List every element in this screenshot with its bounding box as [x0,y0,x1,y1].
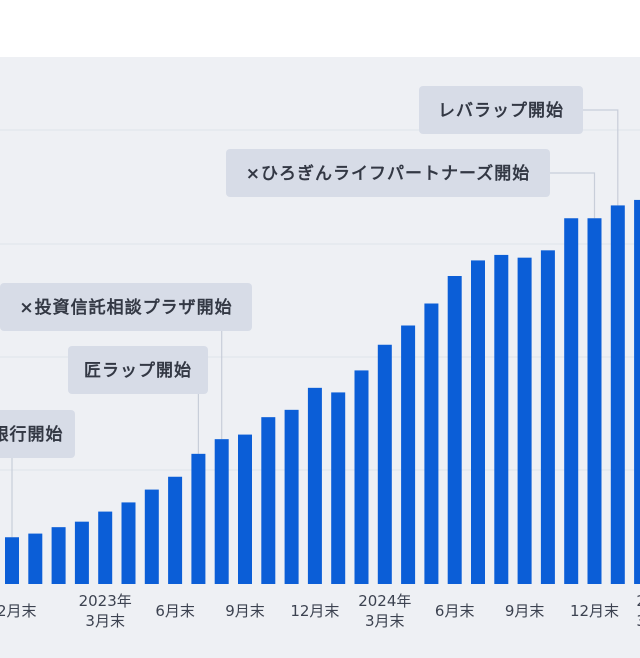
annotation-box [226,149,550,197]
bar [447,276,462,584]
annotation-label: レバラップ開始 [438,100,564,121]
x-tick-label: 2023年 [79,592,132,610]
bar [331,392,346,584]
annotation-box [0,410,75,458]
bar [307,387,322,584]
leader-line [583,109,619,206]
annotation-label: 匠ラップ開始 [84,360,192,381]
bar [494,254,509,584]
bar [564,218,579,584]
bar [144,489,159,584]
x-tick-label: 9月末 [505,602,545,620]
bar [5,537,19,584]
bar [238,434,252,584]
annotation-label: 銀行開始 [0,424,64,445]
bar [377,344,392,584]
x-axis-labels: 12月末 2023年 3月末 6月末 9月末 12月末 2024年 3月末 6月末 9月末 12月末… [0,592,640,630]
x-tick-label: 3月末 [85,612,125,630]
annotation-box [0,283,252,331]
x-tick-label: 9月末 [225,602,265,620]
bar [634,199,640,584]
bar [471,260,485,584]
bar [587,218,602,584]
annotations: レバラップ開始 ×ひろぎんライフパートナーズ開始 ×投資信託相談プラザ開始匠ラップ開… [0,86,583,458]
x-tick-label: 3月末 [365,612,405,630]
bar [74,521,89,584]
bar [191,453,206,584]
bar [28,533,43,584]
x-tick-label: 12月末 [290,602,339,620]
annotation-box [419,86,583,134]
bar [517,257,532,584]
bars [5,199,640,585]
bar [424,303,439,584]
bar [214,439,229,584]
bar [284,409,299,584]
bar [401,325,416,584]
x-tick-label: 2024年 [358,592,411,610]
x-tick-label: 6月末 [435,602,475,620]
annotation-leader-lines [11,109,619,538]
bar [261,417,276,584]
annotation-label: ×ひろぎんライフパートナーズ開始 [246,163,530,184]
annotation-box [68,346,208,394]
annotation-label: ×投資信託相談プラザ開始 [19,297,232,318]
x-tick-label: 6月末 [155,602,195,620]
bar [121,502,136,584]
bar [540,250,555,585]
x-tick-label: 12月末 [570,602,619,620]
bar [610,205,625,584]
bar [98,511,113,584]
bar [168,476,183,584]
x-tick-label: 2 [636,592,640,610]
bar [354,370,369,584]
x-tick-label: 12月末 [0,602,37,620]
leader-line [550,172,596,219]
bar [51,527,66,584]
x-tick-label: 3 [636,612,640,630]
